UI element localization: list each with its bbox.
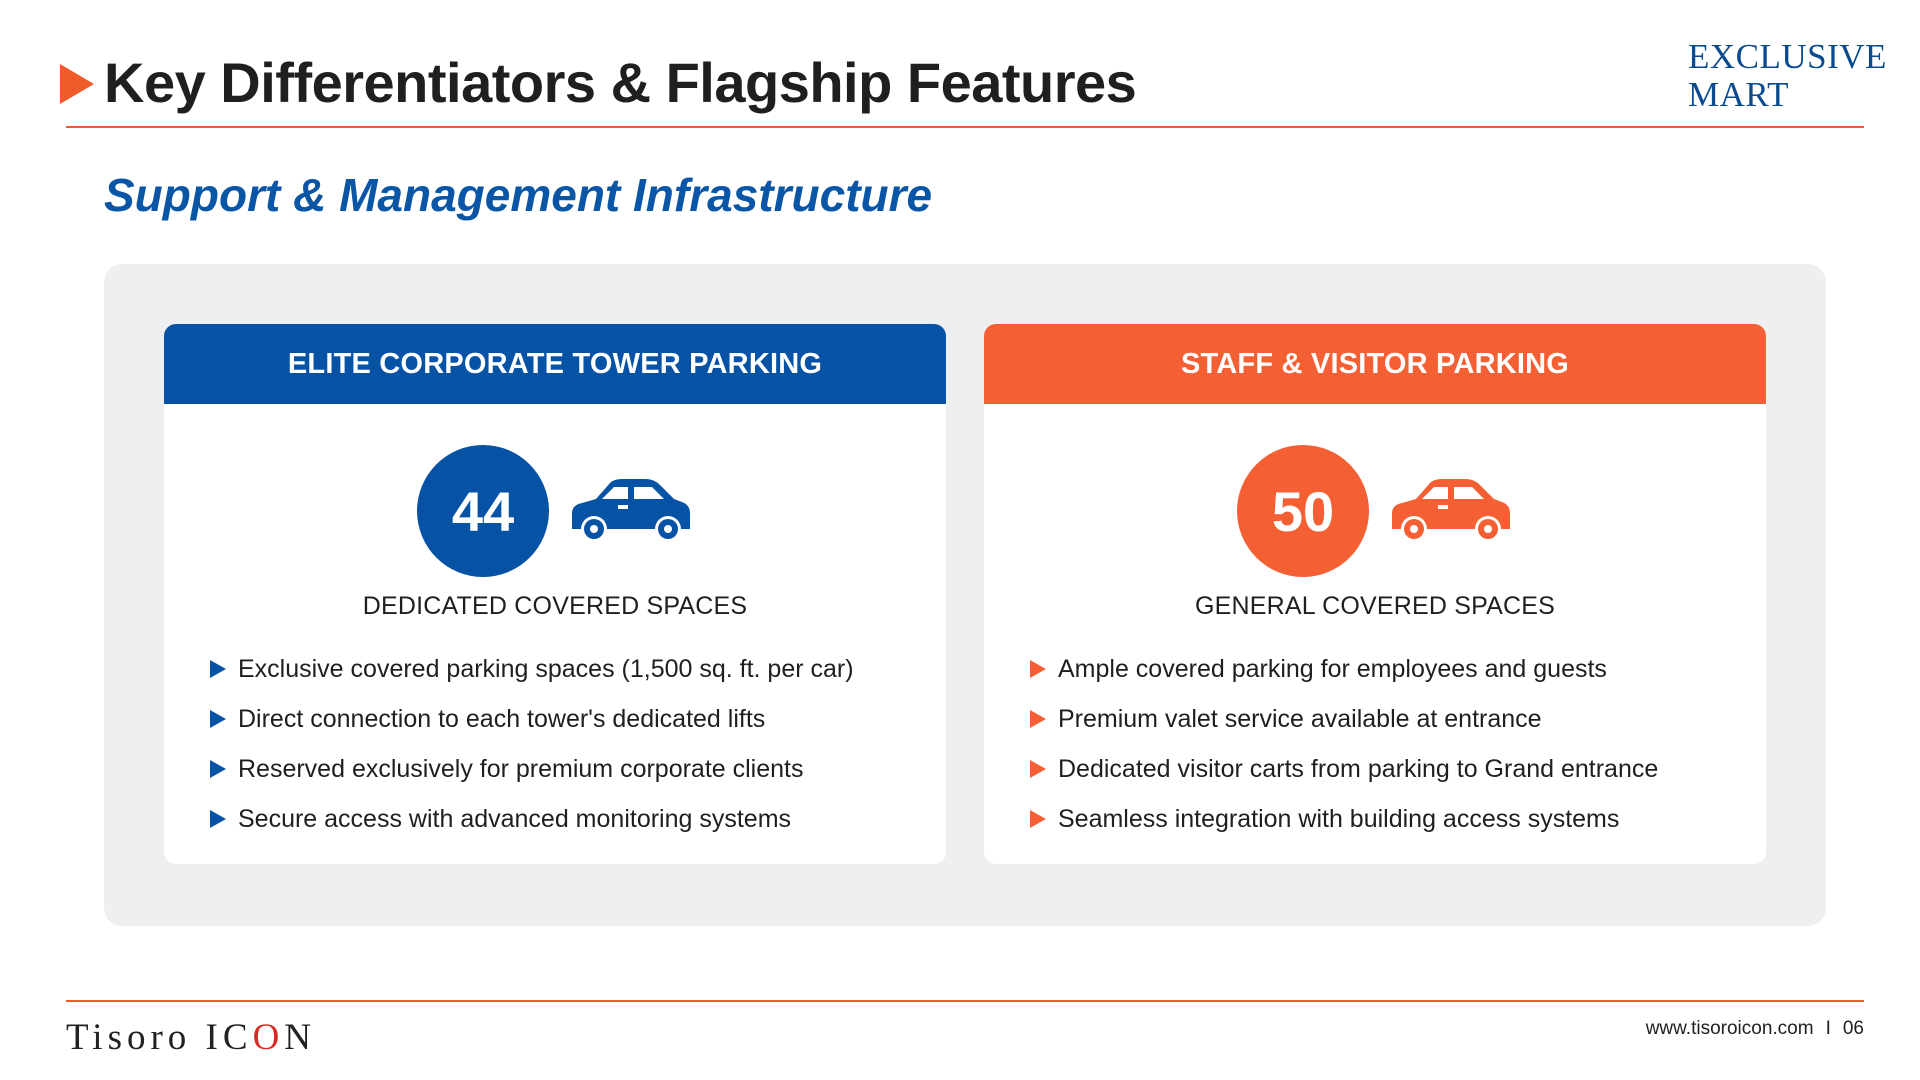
- list-item-text: Seamless integration with building acces…: [1058, 804, 1620, 833]
- stat-row: 50: [984, 445, 1766, 577]
- footer-meta: www.tisoroicon.com I 06: [1646, 1018, 1864, 1040]
- parking-panel: ELITE CORPORATE TOWER PARKING 44 DEDICAT…: [104, 264, 1826, 926]
- title-arrow-icon: [60, 64, 94, 104]
- list-item: Dedicated visitor carts from parking to …: [1030, 744, 1658, 794]
- list-item-text: Exclusive covered parking spaces (1,500 …: [238, 654, 854, 683]
- count-badge: 50: [1237, 445, 1369, 577]
- car-icon: [572, 479, 690, 541]
- feature-list: Ample covered parking for employees and …: [1030, 644, 1658, 844]
- logo-globe-icon: O: [252, 1017, 285, 1058]
- bullet-arrow-icon: [1030, 760, 1046, 778]
- list-item-text: Secure access with advanced monitoring s…: [238, 804, 792, 833]
- page-title: Key Differentiators & Flagship Features: [104, 51, 1137, 114]
- logo-text-part3: N: [284, 1017, 317, 1058]
- list-item-text: Ample covered parking for employees and …: [1058, 654, 1607, 683]
- feature-list: Exclusive covered parking spaces (1,500 …: [210, 644, 854, 844]
- card-header: STAFF & VISITOR PARKING: [984, 324, 1766, 404]
- brand-line-2: MART: [1688, 75, 1790, 114]
- page-number: 06: [1842, 1018, 1864, 1039]
- list-item: Seamless integration with building acces…: [1030, 794, 1658, 844]
- list-item: Secure access with advanced monitoring s…: [210, 794, 854, 844]
- bullet-arrow-icon: [210, 810, 226, 828]
- list-item-text: Reserved exclusively for premium corpora…: [238, 754, 804, 783]
- card-header: ELITE CORPORATE TOWER PARKING: [164, 324, 946, 404]
- bullet-arrow-icon: [1030, 660, 1046, 678]
- bullet-arrow-icon: [1030, 710, 1046, 728]
- tisoro-icon-logo: Tisoro ICON: [66, 1016, 316, 1059]
- list-item: Exclusive covered parking spaces (1,500 …: [210, 644, 854, 694]
- count-badge: 44: [417, 445, 549, 577]
- list-item: Direct connection to each tower's dedica…: [210, 694, 854, 744]
- header-divider: [66, 126, 1864, 128]
- car-icon: [1392, 479, 1510, 541]
- list-item: Ample covered parking for employees and …: [1030, 644, 1658, 694]
- footer-separator: I: [1825, 1018, 1831, 1039]
- stat-row: 44: [164, 445, 946, 577]
- list-item-text: Premium valet service available at entra…: [1058, 704, 1542, 733]
- stat-label: DEDICATED COVERED SPACES: [362, 592, 748, 620]
- exclusive-mart-logo: EXCLUSIVE MART: [1688, 38, 1887, 114]
- list-item: Reserved exclusively for premium corpora…: [210, 744, 854, 794]
- list-item-text: Direct connection to each tower's dedica…: [238, 704, 766, 733]
- elite-parking-card: ELITE CORPORATE TOWER PARKING 44 DEDICAT…: [164, 324, 946, 864]
- list-item: Premium valet service available at entra…: [1030, 694, 1658, 744]
- bullet-arrow-icon: [210, 660, 226, 678]
- footer-divider: [66, 1000, 1864, 1002]
- bullet-arrow-icon: [210, 760, 226, 778]
- brand-line-1: EXCLUSIVE: [1688, 37, 1887, 76]
- bullet-arrow-icon: [1030, 810, 1046, 828]
- slide-header: Key Differentiators & Flagship Features …: [0, 0, 1920, 130]
- stat-label: GENERAL COVERED SPACES: [1194, 592, 1556, 620]
- list-item-text: Dedicated visitor carts from parking to …: [1058, 754, 1659, 783]
- website-link[interactable]: www.tisoroicon.com: [1645, 1018, 1814, 1039]
- section-subtitle: Support & Management Infrastructure: [104, 169, 933, 221]
- logo-text-part1: Tisoro IC: [66, 1017, 253, 1058]
- staff-visitor-parking-card: STAFF & VISITOR PARKING 50 GENERAL COVER…: [984, 324, 1766, 864]
- bullet-arrow-icon: [210, 710, 226, 728]
